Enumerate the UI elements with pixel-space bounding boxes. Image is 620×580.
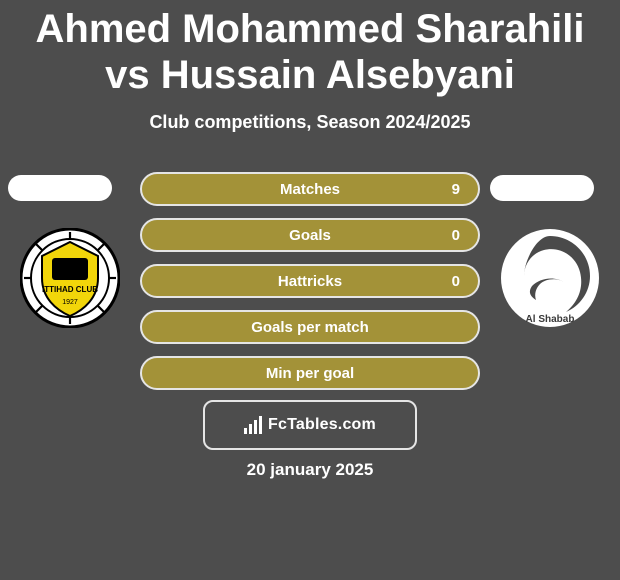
svg-text:1927: 1927 xyxy=(62,299,78,306)
stat-label: Min per goal xyxy=(266,365,354,382)
right-club-badge: Al Shabab xyxy=(500,228,600,328)
fctables-label: FcTables.com xyxy=(268,416,376,434)
alshabab-logo-icon: Al Shabab xyxy=(500,228,600,328)
stat-row-min-per-goal: Min per goal xyxy=(140,356,480,390)
svg-text:Al Shabab: Al Shabab xyxy=(526,314,575,325)
stat-row-goals: Goals 0 xyxy=(140,218,480,252)
ittihad-logo-icon: ITTIHAD CLUB 1927 xyxy=(20,228,120,328)
subtitle: Club competitions, Season 2024/2025 xyxy=(0,112,620,133)
left-club-badge: ITTIHAD CLUB 1927 xyxy=(20,228,120,328)
svg-text:ITTIHAD CLUB: ITTIHAD CLUB xyxy=(42,285,98,294)
right-player-pill xyxy=(490,175,594,201)
stat-label: Hattricks xyxy=(278,273,342,290)
bar-chart-icon xyxy=(244,416,262,434)
date-text: 20 january 2025 xyxy=(0,460,620,480)
stat-label: Matches xyxy=(280,181,340,198)
left-player-pill xyxy=(8,175,112,201)
stat-label: Goals xyxy=(289,227,331,244)
stat-value: 0 xyxy=(452,227,460,244)
stat-row-hattricks: Hattricks 0 xyxy=(140,264,480,298)
stat-value: 9 xyxy=(452,181,460,198)
fctables-watermark: FcTables.com xyxy=(203,400,417,450)
page-title: Ahmed Mohammed Sharahili vs Hussain Alse… xyxy=(0,0,620,98)
stat-label: Goals per match xyxy=(251,319,369,336)
stats-column: Matches 9 Goals 0 Hattricks 0 Goals per … xyxy=(140,172,480,390)
stat-row-goals-per-match: Goals per match xyxy=(140,310,480,344)
stat-row-matches: Matches 9 xyxy=(140,172,480,206)
stat-value: 0 xyxy=(452,273,460,290)
